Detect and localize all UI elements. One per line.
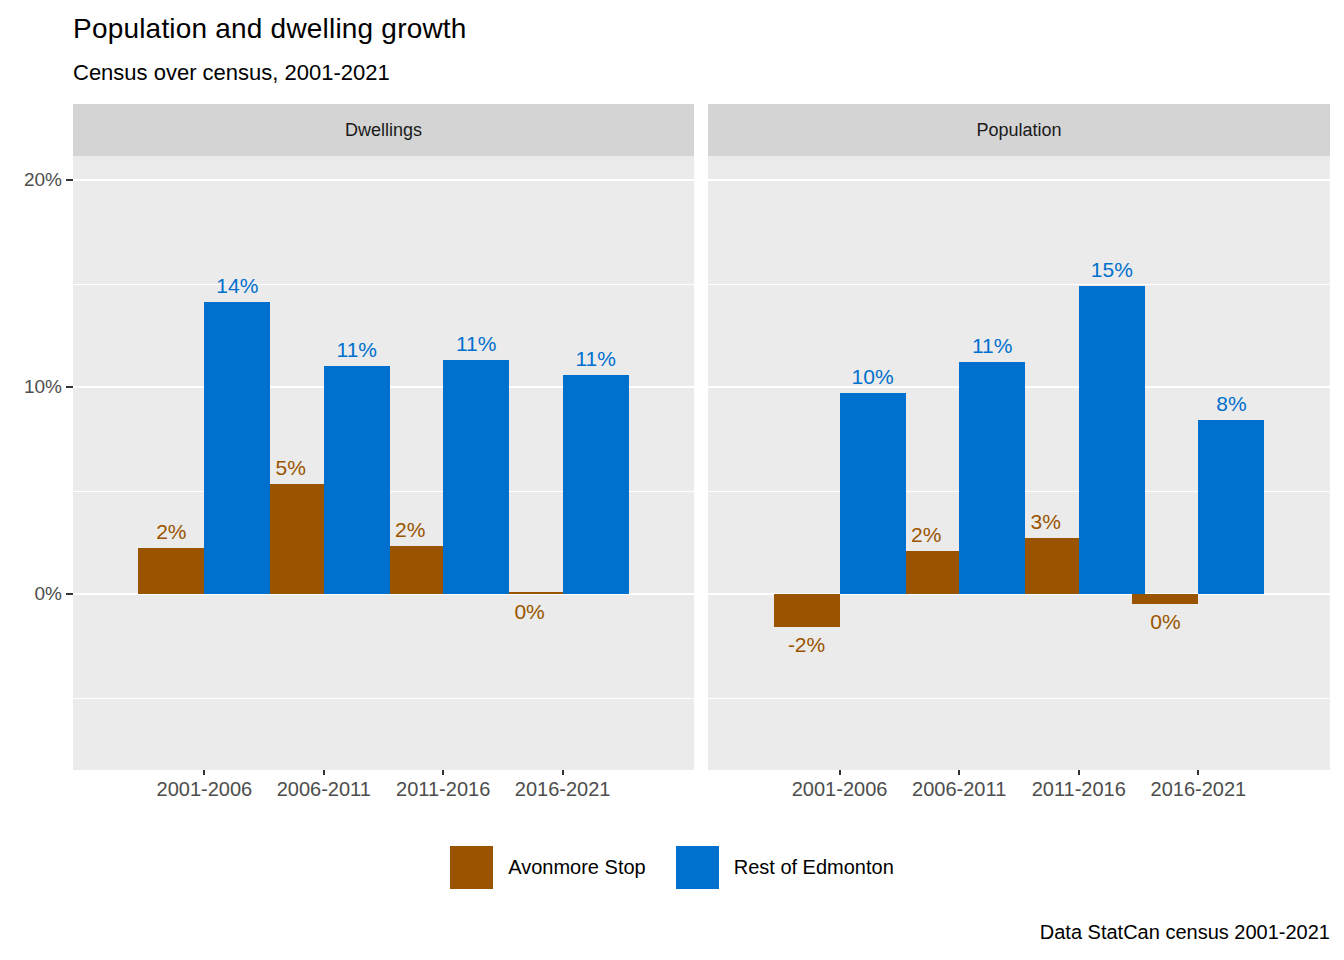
- legend-label: Rest of Edmonton: [734, 856, 894, 879]
- x-tick-label: 2006-2011: [259, 778, 389, 800]
- x-tick-label: 2016-2021: [1133, 778, 1263, 800]
- bar-rest-of-edmonton: [1198, 420, 1264, 594]
- y-tick-label: 10%: [10, 376, 62, 398]
- bar-label: 8%: [1189, 393, 1273, 414]
- y-tick-mark: [66, 593, 73, 595]
- x-tick-mark: [203, 770, 205, 775]
- x-tick-mark: [442, 770, 444, 775]
- x-tick-label: 2001-2006: [775, 778, 905, 800]
- bar-rest-of-edmonton: [204, 302, 270, 594]
- plot-title: Population and dwelling growth: [73, 13, 467, 45]
- facet-panel-dwellings: 2%5%2%0%14%11%11%11%: [73, 156, 694, 770]
- bar-label: 0%: [1123, 611, 1207, 632]
- bar-label: 11%: [554, 348, 638, 369]
- bar-label: 11%: [950, 335, 1034, 356]
- bar-rest-of-edmonton: [563, 375, 629, 594]
- bar-rest-of-edmonton: [443, 360, 509, 594]
- facet-strip-population: Population: [708, 104, 1330, 156]
- bar-rest-of-edmonton: [840, 393, 906, 594]
- bar-rest-of-edmonton: [1079, 286, 1145, 594]
- plot: Population and dwelling growth Census ov…: [0, 0, 1344, 960]
- y-minor-gridline: [73, 284, 694, 285]
- bar-label: 11%: [434, 333, 518, 354]
- bar-label: 14%: [195, 275, 279, 296]
- y-tick-mark: [66, 386, 73, 388]
- bar-avonmore-stop: [138, 548, 204, 594]
- x-tick-mark: [323, 770, 325, 775]
- y-tick-label: 20%: [10, 169, 62, 191]
- facet-strip-dwellings: Dwellings: [73, 104, 694, 156]
- legend-swatch-avonmore-stop: [450, 846, 493, 889]
- y-minor-gridline: [73, 698, 694, 699]
- x-tick-label: 2001-2006: [139, 778, 269, 800]
- bar-label: 11%: [315, 339, 399, 360]
- facet-panel-population: -2%2%3%0%10%11%15%8%: [708, 156, 1330, 770]
- legend-swatch-rest-of-edmonton: [676, 846, 719, 889]
- bar-rest-of-edmonton: [959, 362, 1025, 594]
- bar-label: 15%: [1070, 259, 1154, 280]
- plot-subtitle: Census over census, 2001-2021: [73, 60, 390, 86]
- bar-label: -2%: [765, 634, 849, 655]
- bar-label: 0%: [488, 601, 572, 622]
- y-major-gridline: [708, 179, 1330, 181]
- x-tick-label: 2011-2016: [1014, 778, 1144, 800]
- x-tick-mark: [1078, 770, 1080, 775]
- y-major-gridline: [73, 179, 694, 181]
- y-minor-gridline: [708, 698, 1330, 699]
- x-tick-label: 2011-2016: [378, 778, 508, 800]
- bar-avonmore-stop: [1132, 594, 1198, 604]
- legend-item-rest-of-edmonton: Rest of Edmonton: [676, 846, 894, 889]
- y-tick-label: 0%: [10, 583, 62, 605]
- y-tick-mark: [66, 179, 73, 181]
- bar-avonmore-stop: [774, 594, 840, 627]
- bar-rest-of-edmonton: [324, 366, 390, 594]
- bar-label: 2%: [129, 521, 213, 542]
- legend: Avonmore Stop Rest of Edmonton: [0, 843, 1344, 891]
- x-tick-label: 2016-2021: [498, 778, 628, 800]
- bar-label: 10%: [831, 366, 915, 387]
- x-tick-mark: [562, 770, 564, 775]
- legend-label: Avonmore Stop: [508, 856, 646, 879]
- legend-item-avonmore-stop: Avonmore Stop: [450, 846, 646, 889]
- x-tick-mark: [958, 770, 960, 775]
- x-tick-label: 2006-2011: [894, 778, 1024, 800]
- y-minor-gridline: [708, 284, 1330, 285]
- x-tick-mark: [1197, 770, 1199, 775]
- x-tick-mark: [839, 770, 841, 775]
- plot-caption: Data StatCan census 2001-2021: [1040, 921, 1330, 944]
